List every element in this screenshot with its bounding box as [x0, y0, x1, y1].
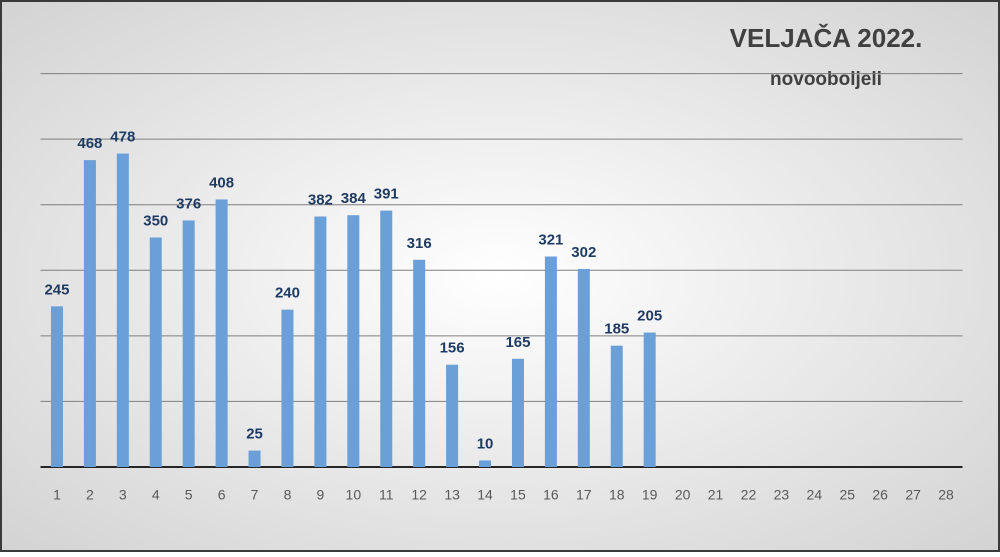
data-label: 350	[143, 212, 168, 229]
x-tick-label: 25	[839, 487, 855, 503]
data-label: 25	[246, 426, 263, 443]
bar	[215, 199, 228, 467]
data-label: 321	[538, 231, 563, 248]
bar	[314, 216, 327, 467]
x-tick-label: 8	[284, 487, 292, 503]
bar	[446, 364, 459, 467]
chart-title: VELJAČA 2022.	[730, 23, 923, 53]
chart-subtitle: novooboljeli	[770, 69, 882, 90]
x-tick-label: 24	[807, 487, 823, 503]
x-tick-label: 28	[938, 487, 954, 503]
x-tick-label: 7	[251, 487, 259, 503]
bar	[50, 306, 63, 467]
x-tick-label: 9	[316, 487, 324, 503]
data-label: 478	[110, 129, 135, 146]
bar	[511, 358, 524, 467]
x-tick-label: 27	[905, 487, 921, 503]
bar	[544, 256, 557, 467]
x-tick-label: 12	[411, 487, 427, 503]
bar	[182, 220, 195, 467]
data-label: 165	[505, 334, 530, 351]
bar	[610, 345, 623, 467]
data-label: 408	[209, 174, 234, 191]
x-tick-label: 11	[379, 487, 394, 503]
data-label: 316	[407, 235, 432, 252]
x-tick-label: 2	[86, 487, 94, 503]
data-label: 302	[571, 244, 596, 261]
data-label: 205	[637, 308, 662, 325]
x-tick-label: 10	[346, 487, 362, 503]
bar	[83, 160, 96, 467]
bar	[413, 259, 426, 467]
data-label: 382	[308, 191, 333, 208]
x-tick-label: 19	[642, 487, 658, 503]
bar	[149, 237, 162, 467]
bar	[116, 153, 129, 467]
data-label: 185	[604, 321, 629, 338]
data-label: 156	[440, 340, 465, 357]
data-label: 10	[477, 435, 494, 452]
x-tick-label: 23	[774, 487, 790, 503]
data-label: 245	[44, 281, 69, 298]
data-label: 384	[341, 190, 367, 207]
x-tick-label: 16	[543, 487, 559, 503]
bar	[479, 460, 492, 467]
x-tick-label: 26	[872, 487, 888, 503]
x-tick-label: 3	[119, 487, 127, 503]
x-tick-label: 4	[152, 487, 160, 503]
x-tick-label: 1	[53, 487, 61, 503]
x-tick-label: 13	[444, 487, 460, 503]
bar	[643, 332, 656, 467]
x-tick-label: 22	[741, 487, 757, 503]
x-tick-label: 21	[708, 487, 724, 503]
data-label: 391	[374, 186, 399, 203]
bar	[380, 210, 393, 467]
x-tick-label: 18	[609, 487, 625, 503]
x-tick-label: 14	[477, 487, 493, 503]
data-label: 240	[275, 285, 300, 302]
data-label: 468	[77, 135, 102, 152]
bar	[577, 268, 590, 467]
bar	[281, 309, 294, 467]
x-tick-label: 15	[510, 487, 526, 503]
x-tick-label: 17	[576, 487, 592, 503]
bar	[347, 215, 360, 467]
x-tick-label: 20	[675, 487, 691, 503]
data-label: 376	[176, 195, 201, 212]
x-tick-label: 5	[185, 487, 193, 503]
x-tick-label: 6	[218, 487, 226, 503]
bar	[248, 450, 261, 467]
